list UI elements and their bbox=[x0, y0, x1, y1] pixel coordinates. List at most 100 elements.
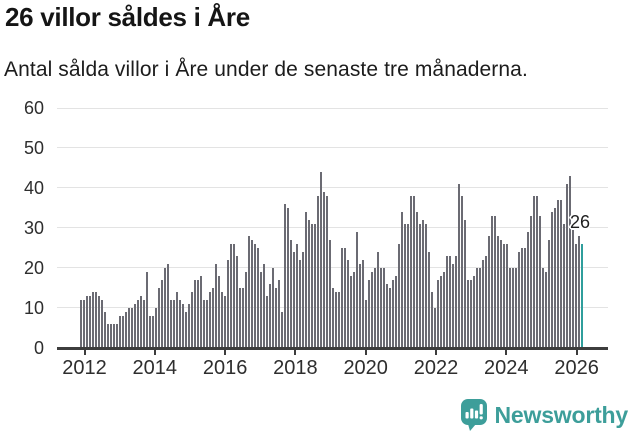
bar bbox=[575, 243, 578, 348]
bar bbox=[545, 271, 548, 348]
bar bbox=[242, 287, 245, 348]
bar bbox=[368, 279, 371, 348]
bar bbox=[215, 263, 218, 348]
x-axis-label: 2024 bbox=[484, 356, 529, 379]
bar bbox=[410, 195, 413, 348]
bar bbox=[236, 255, 239, 348]
bar bbox=[134, 303, 137, 348]
bar bbox=[548, 239, 551, 348]
bar bbox=[527, 231, 530, 348]
bar bbox=[572, 223, 575, 348]
bar bbox=[374, 267, 377, 348]
bar bbox=[269, 283, 272, 348]
bar bbox=[512, 267, 515, 348]
highlighted-bar bbox=[581, 243, 584, 348]
bar bbox=[533, 195, 536, 348]
x-tick bbox=[505, 349, 508, 355]
bar bbox=[566, 183, 569, 348]
bar bbox=[191, 291, 194, 348]
bar bbox=[404, 223, 407, 348]
bar bbox=[341, 247, 344, 348]
x-tick bbox=[294, 349, 297, 355]
bar bbox=[551, 211, 554, 348]
bar bbox=[392, 279, 395, 348]
bar bbox=[578, 235, 581, 348]
bar bbox=[467, 279, 470, 348]
bar bbox=[113, 323, 116, 348]
y-axis-label: 10 bbox=[23, 297, 44, 318]
bar bbox=[422, 219, 425, 348]
bar bbox=[131, 307, 134, 348]
bar bbox=[377, 251, 380, 348]
bar bbox=[290, 239, 293, 348]
bar bbox=[500, 239, 503, 348]
bar bbox=[266, 295, 269, 348]
bar bbox=[386, 283, 389, 348]
gridline bbox=[57, 187, 608, 189]
bar bbox=[311, 223, 314, 348]
bar bbox=[83, 299, 86, 348]
bar bbox=[89, 295, 92, 348]
bar bbox=[473, 275, 476, 348]
bar bbox=[140, 295, 143, 348]
gridline bbox=[57, 147, 608, 149]
bar bbox=[281, 311, 284, 348]
bar bbox=[521, 247, 524, 348]
bar bbox=[167, 263, 170, 348]
bar bbox=[515, 267, 518, 348]
y-axis-label: 60 bbox=[23, 98, 44, 118]
bar bbox=[203, 299, 206, 348]
bar bbox=[485, 255, 488, 348]
bar bbox=[143, 299, 146, 348]
bar bbox=[251, 239, 254, 348]
bar bbox=[323, 191, 326, 348]
bar bbox=[227, 259, 230, 348]
bar bbox=[206, 299, 209, 348]
gridline bbox=[57, 267, 608, 269]
y-axis-label: 20 bbox=[23, 257, 44, 278]
bar bbox=[161, 279, 164, 348]
bar bbox=[383, 267, 386, 348]
bar bbox=[362, 259, 365, 348]
bar bbox=[380, 267, 383, 348]
x-tick bbox=[575, 349, 578, 355]
bar bbox=[146, 271, 149, 348]
bar bbox=[284, 203, 287, 348]
bar bbox=[263, 263, 266, 348]
bar bbox=[179, 299, 182, 348]
bar bbox=[119, 315, 122, 348]
x-tick bbox=[83, 349, 86, 355]
bar bbox=[431, 291, 434, 348]
bar bbox=[443, 271, 446, 348]
bar bbox=[452, 263, 455, 348]
bar bbox=[194, 279, 197, 348]
bar bbox=[158, 287, 161, 348]
brand-name: Newsworthy bbox=[494, 402, 629, 428]
bar bbox=[278, 279, 281, 348]
bar bbox=[287, 207, 290, 348]
bar bbox=[563, 223, 566, 348]
x-axis-label: 2022 bbox=[413, 356, 459, 379]
bar bbox=[461, 195, 464, 348]
bar bbox=[560, 199, 563, 348]
bar bbox=[257, 247, 260, 348]
x-axis-label: 2014 bbox=[132, 356, 178, 379]
bar bbox=[506, 243, 509, 348]
bar bbox=[497, 235, 500, 348]
bar bbox=[200, 275, 203, 348]
bar bbox=[554, 207, 557, 348]
bar bbox=[353, 271, 356, 348]
bar bbox=[569, 175, 572, 348]
bar bbox=[398, 243, 401, 348]
bar bbox=[488, 235, 491, 348]
bar bbox=[254, 243, 257, 348]
bar bbox=[260, 271, 263, 348]
x-axis-label: 2020 bbox=[343, 356, 388, 379]
bar bbox=[458, 183, 461, 348]
bar bbox=[470, 279, 473, 348]
bar bbox=[476, 267, 479, 348]
bar bbox=[98, 295, 101, 348]
bar bbox=[170, 299, 173, 348]
brand-footer: Newsworthy bbox=[460, 399, 629, 432]
